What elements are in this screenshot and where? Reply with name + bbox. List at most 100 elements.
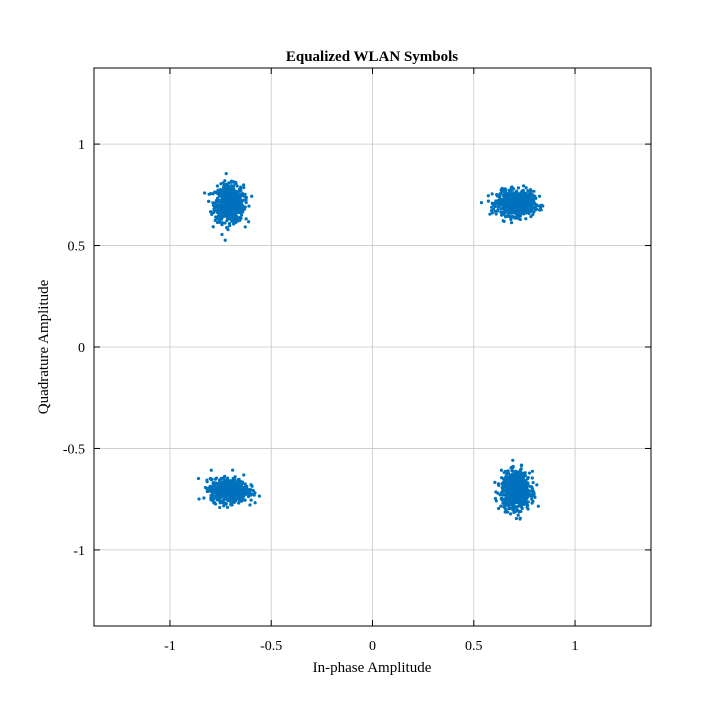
symbol-point <box>238 218 242 222</box>
symbol-point <box>526 475 530 480</box>
symbol-point <box>224 493 228 497</box>
symbol-point <box>516 513 520 517</box>
symbol-point <box>226 478 230 483</box>
symbol-point <box>220 221 225 225</box>
symbol-point <box>523 491 527 495</box>
symbol-point <box>519 467 523 471</box>
symbol-point <box>226 208 230 212</box>
symbol-point <box>219 194 223 198</box>
symbol-point <box>526 507 530 511</box>
symbol-point <box>497 194 502 198</box>
symbol-point <box>242 498 246 502</box>
symbol-point <box>209 468 213 472</box>
symbol-point <box>507 486 511 490</box>
symbol-point <box>246 494 251 499</box>
symbol-point <box>503 510 507 514</box>
symbol-point <box>240 191 245 196</box>
symbol-point <box>532 189 536 193</box>
symbol-point <box>238 197 243 201</box>
symbol-point <box>210 212 214 216</box>
symbol-point <box>531 480 535 485</box>
symbol-point <box>496 482 501 486</box>
symbol-point <box>508 502 512 506</box>
symbol-point <box>215 184 220 188</box>
symbol-point <box>519 492 524 496</box>
symbol-point <box>212 207 216 211</box>
symbol-point <box>221 205 225 210</box>
symbol-point <box>231 468 235 472</box>
symbol-point <box>510 214 515 219</box>
symbol-point <box>530 476 534 480</box>
symbol-point <box>257 494 262 498</box>
symbol-point <box>500 207 504 211</box>
symbol-point <box>196 476 201 481</box>
symbol-point <box>232 218 236 222</box>
symbol-point <box>503 207 507 211</box>
symbol-point <box>213 487 218 491</box>
symbol-point <box>225 505 230 509</box>
symbol-point <box>228 224 232 228</box>
symbol-point <box>229 481 233 485</box>
symbol-point <box>527 193 531 197</box>
symbol-point <box>508 214 512 218</box>
symbol-point <box>221 476 225 481</box>
symbol-point <box>520 199 524 203</box>
symbol-point <box>221 489 225 493</box>
symbol-point <box>239 490 243 494</box>
x-axis-label: In-phase Amplitude <box>313 660 432 676</box>
symbol-point <box>250 484 254 488</box>
symbol-point <box>520 482 524 486</box>
symbol-point <box>226 476 230 480</box>
symbol-point <box>205 487 209 491</box>
symbol-point <box>503 187 507 191</box>
symbol-point <box>217 192 221 196</box>
symbol-point <box>499 491 504 495</box>
y-tick-label: -1 <box>73 544 85 559</box>
symbol-point <box>235 490 239 494</box>
symbol-point <box>242 473 246 477</box>
symbol-point <box>494 490 498 494</box>
symbol-point <box>518 517 522 521</box>
symbol-point <box>513 495 517 499</box>
symbol-point <box>236 195 240 199</box>
symbol-point <box>224 484 229 488</box>
symbol-point <box>516 509 520 513</box>
symbol-point <box>496 207 500 212</box>
symbol-point <box>517 470 521 474</box>
symbol-point <box>237 477 241 481</box>
symbol-point <box>217 219 221 223</box>
symbol-point <box>509 186 513 190</box>
symbol-point <box>515 189 519 193</box>
symbol-point <box>242 186 246 190</box>
symbol-point <box>213 502 218 506</box>
symbol-point <box>242 183 246 187</box>
symbol-point <box>525 493 530 497</box>
symbol-point <box>517 474 521 479</box>
symbol-point <box>510 482 515 486</box>
symbol-point <box>207 489 211 493</box>
symbol-point <box>507 490 511 494</box>
symbol-point <box>515 483 519 487</box>
symbol-point <box>239 185 243 189</box>
y-axis-label: Quadrature Amplitude <box>36 279 52 414</box>
y-tick-label: 1 <box>78 138 85 153</box>
symbol-point <box>226 227 230 232</box>
symbol-point <box>219 215 223 219</box>
x-tick-label: 0 <box>369 639 376 654</box>
symbol-point <box>514 516 518 521</box>
symbol-point <box>517 213 521 218</box>
symbol-point <box>525 487 529 491</box>
symbol-point <box>209 498 213 502</box>
symbol-point <box>520 473 524 477</box>
symbol-point <box>210 487 214 491</box>
symbol-point <box>486 199 490 203</box>
symbol-point <box>249 488 253 492</box>
symbol-point <box>218 505 222 510</box>
symbol-point <box>512 505 516 509</box>
symbol-points <box>196 172 545 521</box>
symbol-point <box>227 184 231 189</box>
symbol-point <box>209 478 213 482</box>
symbol-point <box>521 499 525 503</box>
symbol-point <box>220 501 224 505</box>
symbol-point <box>225 205 229 209</box>
